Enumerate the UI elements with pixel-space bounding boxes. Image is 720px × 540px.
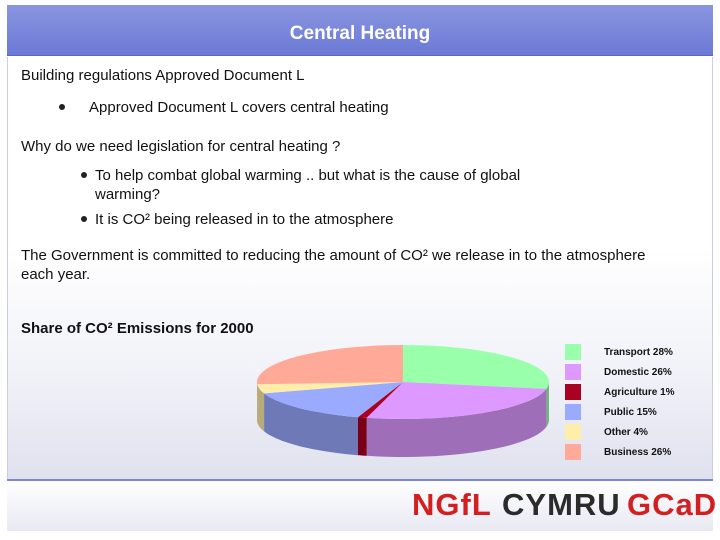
- pie-slice-transport: [403, 345, 549, 389]
- pie-side-other: [257, 384, 265, 432]
- title-bar: Central Heating: [7, 5, 713, 56]
- bullet-global-warming-line2: warming?: [95, 186, 161, 203]
- legend-label: Transport 28%: [604, 347, 673, 358]
- legend-swatch: [565, 444, 581, 460]
- legend-label: Domestic 26%: [604, 367, 672, 378]
- left-border: [7, 57, 8, 479]
- right-border: [712, 57, 713, 479]
- pie-slice-other: [257, 382, 403, 394]
- chart-heading: Share of CO² Emissions for 2000: [21, 320, 254, 337]
- bullet-dot: [81, 172, 87, 178]
- slide-title: Central Heating: [289, 23, 431, 44]
- pie-side-public: [264, 393, 358, 456]
- pie-slice-business: [257, 345, 403, 385]
- legend-label: Agriculture 1%: [604, 387, 675, 398]
- bullet-global-warming-line1: To help combat global warming .. but wha…: [95, 167, 521, 184]
- logo-gcad: GCaD: [627, 487, 718, 522]
- logo-ngfl: NGfL: [412, 487, 492, 522]
- heading: Building regulations Approved Document L: [21, 67, 305, 84]
- logo-cymru: CYMRU: [502, 487, 621, 522]
- legend-swatch: [565, 344, 581, 360]
- pie-side-domestic: [366, 388, 547, 457]
- legend-swatch: [565, 384, 581, 400]
- legend-label: Public 15%: [604, 407, 657, 418]
- paragraph-line1: The Government is committed to reducing …: [21, 247, 646, 264]
- pie-slice-domestic: [366, 382, 547, 419]
- legend-swatch: [565, 404, 581, 420]
- bullet-dot: [59, 104, 65, 110]
- footer: [7, 481, 713, 531]
- question: Why do we need legislation for central h…: [21, 138, 341, 155]
- footer-divider: [7, 479, 713, 481]
- pie-slice-agriculture: [357, 382, 403, 418]
- bullet-dot: [81, 216, 87, 222]
- bullet-approved-doc: Approved Document L covers central heati…: [89, 99, 389, 116]
- legend-swatch: [565, 424, 581, 440]
- pie-side-agriculture: [357, 417, 367, 456]
- pie-slice-public: [264, 382, 403, 418]
- bullet-co2: It is CO² being released in to the atmos…: [95, 211, 394, 228]
- legend-label: Other 4%: [604, 427, 648, 438]
- paragraph-line2: each year.: [21, 266, 91, 283]
- legend-swatch: [565, 364, 581, 380]
- legend-label: Business 26%: [604, 447, 672, 458]
- pie-side-transport: [546, 382, 549, 427]
